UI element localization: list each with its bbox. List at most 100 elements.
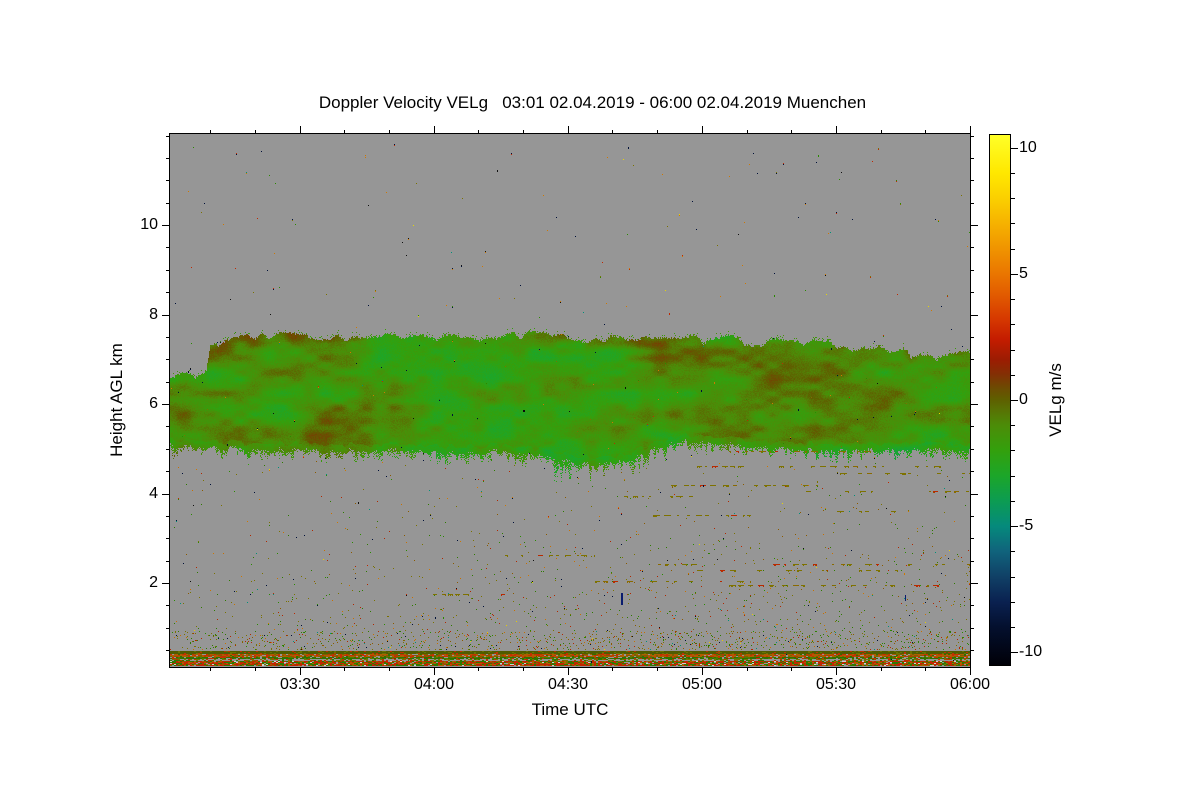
x-minor-tick: [389, 667, 390, 671]
y-tick-label: 4: [149, 485, 158, 502]
x-minor-tick-top: [657, 130, 658, 134]
x-minor-tick-top: [255, 130, 256, 134]
x-major-tick: [836, 667, 837, 675]
x-tick-label: 06:00: [949, 676, 991, 693]
y-major-tick-right: [970, 404, 978, 405]
y-minor-tick: [166, 628, 170, 629]
x-minor-tick: [747, 667, 748, 671]
x-major-tick-top: [702, 126, 703, 134]
colorbar-minor-tick: [1011, 375, 1015, 376]
y-tick-label: 6: [149, 395, 158, 412]
colorbar-minor-tick: [1011, 476, 1015, 477]
x-minor-tick: [210, 667, 211, 671]
x-minor-tick-top: [523, 130, 524, 134]
y-minor-tick: [166, 426, 170, 427]
y-tick-label: 8: [149, 306, 158, 323]
y-minor-tick: [166, 247, 170, 248]
y-minor-tick: [166, 158, 170, 159]
y-major-tick: [162, 494, 170, 495]
y-minor-tick-right: [970, 605, 974, 606]
y-minor-tick-right: [970, 158, 974, 159]
x-major-tick: [434, 667, 435, 675]
colorbar-tick-label: 10: [1019, 139, 1037, 156]
colorbar-gradient: [990, 135, 1010, 665]
x-minor-tick-top: [478, 130, 479, 134]
x-tick-label: 03:30: [279, 676, 321, 693]
y-minor-tick-right: [970, 270, 974, 271]
colorbar-minor-tick: [1011, 198, 1015, 199]
y-tick-label: 2: [149, 574, 158, 591]
colorbar-minor-tick: [1011, 249, 1015, 250]
x-minor-tick: [523, 667, 524, 671]
colorbar-tick-label: -10: [1019, 643, 1043, 660]
colorbar-minor-tick: [1011, 425, 1015, 426]
plot-area-frame: [169, 133, 971, 668]
colorbar-minor-tick: [1011, 450, 1015, 451]
colorbar-minor-tick: [1011, 602, 1015, 603]
x-major-tick: [300, 667, 301, 675]
y-minor-tick-right: [970, 359, 974, 360]
x-minor-tick: [612, 667, 613, 671]
y-minor-tick-right: [970, 247, 974, 248]
colorbar-major-tick: [1011, 652, 1018, 653]
velocity-heatmap-canvas: [170, 134, 970, 667]
x-tick-label: 04:30: [547, 676, 589, 693]
x-major-tick-top: [970, 126, 971, 134]
y-tick-label: 10: [140, 216, 158, 233]
x-major-tick: [970, 667, 971, 675]
y-minor-tick-right: [970, 292, 974, 293]
x-minor-tick: [925, 667, 926, 671]
y-minor-tick-right: [970, 471, 974, 472]
chart-title: Doppler Velocity VELg 03:01 02.04.2019 -…: [318, 93, 867, 112]
y-minor-tick: [166, 337, 170, 338]
x-minor-tick-top: [612, 130, 613, 134]
colorbar-minor-tick: [1011, 173, 1015, 174]
colorbar-minor-tick: [1011, 324, 1015, 325]
x-minor-tick-top: [344, 130, 345, 134]
y-minor-tick-right: [970, 516, 974, 517]
y-minor-tick: [166, 203, 170, 204]
x-major-tick: [568, 667, 569, 675]
y-minor-tick: [166, 292, 170, 293]
colorbar-tick-label: 0: [1019, 391, 1028, 408]
x-tick-label: 05:30: [815, 676, 857, 693]
y-major-tick-right: [970, 583, 978, 584]
x-tick-label: 04:00: [413, 676, 455, 693]
y-minor-tick-right: [970, 538, 974, 539]
colorbar-minor-tick: [1011, 501, 1015, 502]
y-minor-tick-right: [970, 561, 974, 562]
x-minor-tick-top: [210, 130, 211, 134]
y-minor-tick-right: [970, 382, 974, 383]
y-minor-tick: [166, 471, 170, 472]
y-minor-tick: [166, 605, 170, 606]
colorbar-minor-tick: [1011, 577, 1015, 578]
y-major-tick: [162, 404, 170, 405]
x-major-tick-top: [568, 126, 569, 134]
x-minor-tick: [255, 667, 256, 671]
y-major-tick-right: [970, 315, 978, 316]
y-minor-tick: [166, 270, 170, 271]
y-minor-tick: [166, 359, 170, 360]
y-minor-tick: [166, 180, 170, 181]
colorbar-minor-tick: [1011, 627, 1015, 628]
y-minor-tick: [166, 382, 170, 383]
y-minor-tick: [166, 561, 170, 562]
y-minor-tick: [166, 136, 170, 137]
y-major-tick-right: [970, 225, 978, 226]
x-minor-tick: [881, 667, 882, 671]
colorbar-minor-tick: [1011, 299, 1015, 300]
colorbar-major-tick: [1011, 148, 1018, 149]
colorbar-minor-tick: [1011, 350, 1015, 351]
x-minor-tick-top: [389, 130, 390, 134]
x-tick-label: 05:00: [681, 676, 723, 693]
colorbar-minor-tick: [1011, 551, 1015, 552]
x-minor-tick-top: [881, 130, 882, 134]
y-minor-tick-right: [970, 337, 974, 338]
x-major-tick: [702, 667, 703, 675]
colorbar-minor-tick: [1011, 223, 1015, 224]
y-minor-tick: [166, 516, 170, 517]
x-major-tick-top: [836, 126, 837, 134]
y-minor-tick: [166, 650, 170, 651]
colorbar-major-tick: [1011, 526, 1018, 527]
